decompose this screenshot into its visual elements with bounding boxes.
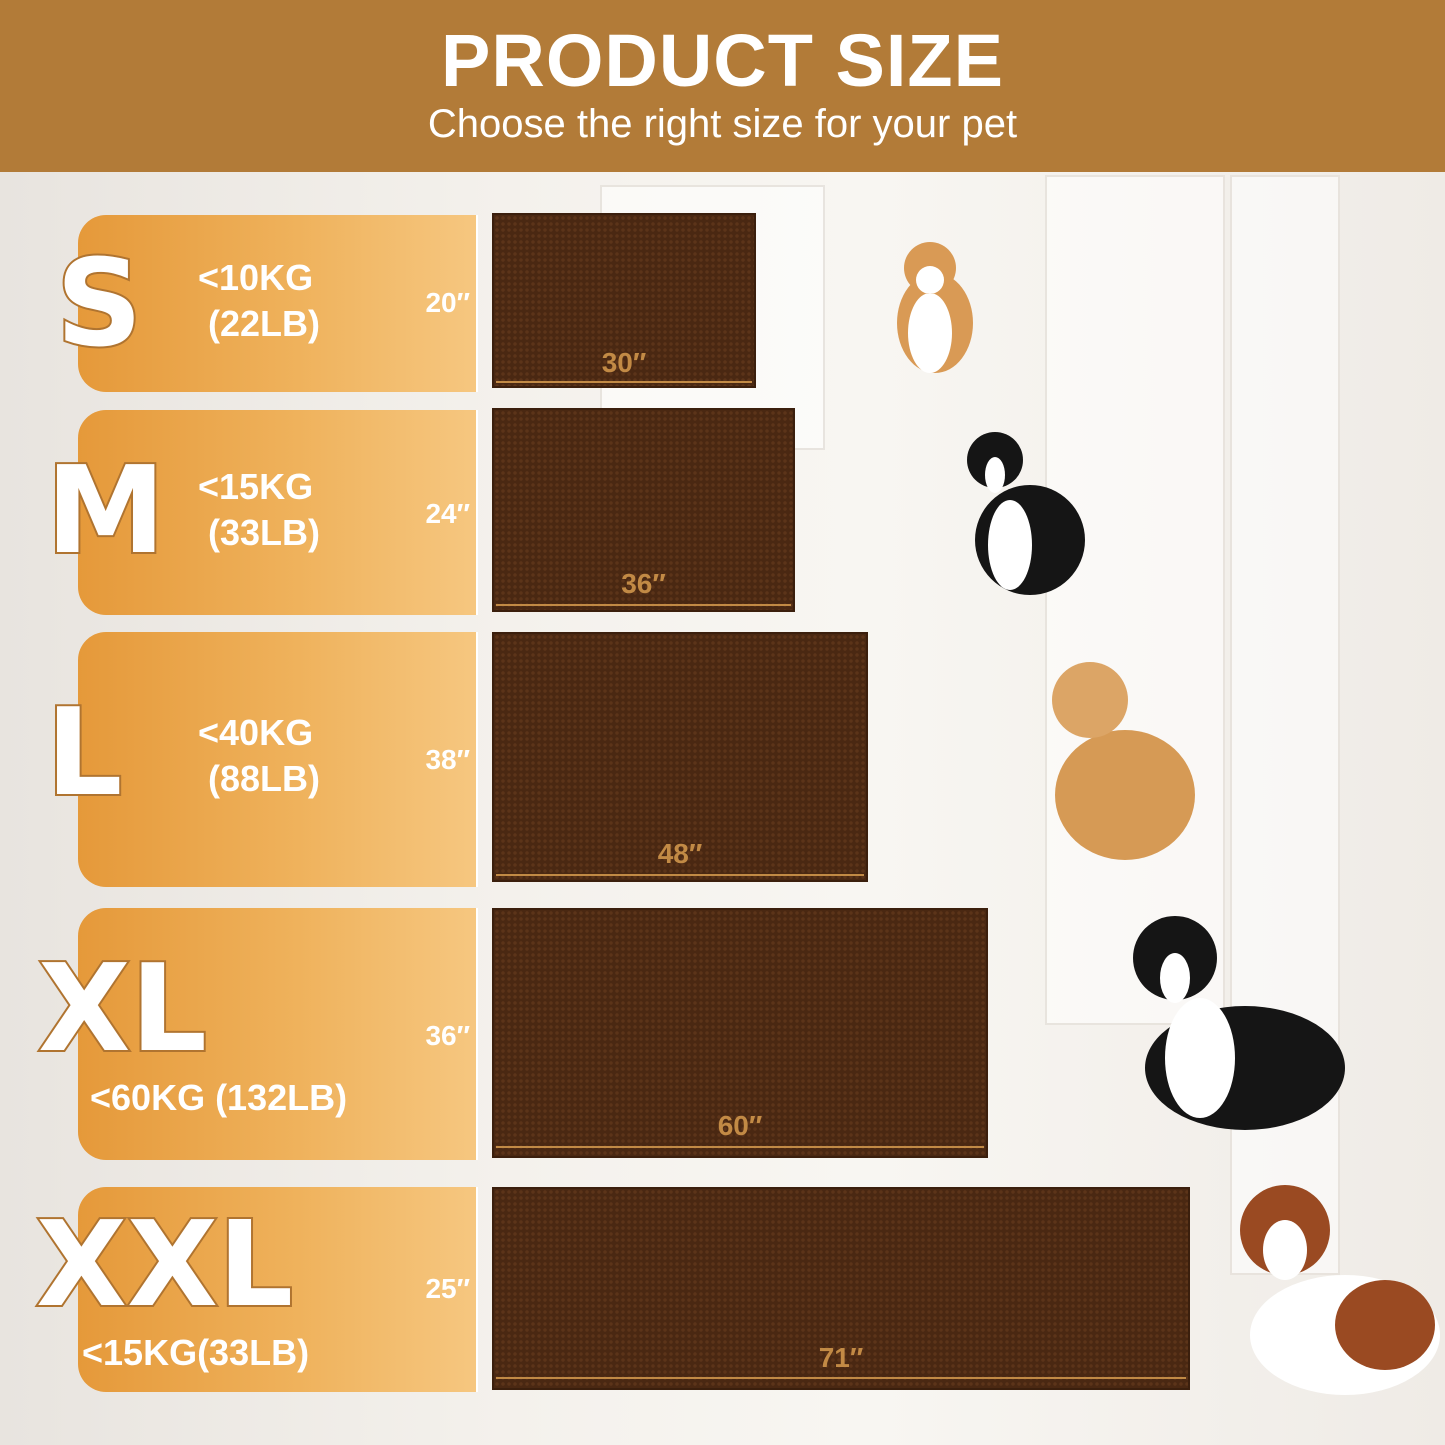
height-label: 24″ [425, 498, 470, 529]
weight-kg: <15KG [198, 466, 314, 507]
size-panel-xl: XL <60KG (132LB) 36″ [36, 908, 478, 1160]
weight: <15KG(33LB) [82, 1332, 310, 1373]
weight-kg: <10KG [198, 257, 314, 298]
size-panel-s: S <10KG (22LB) 20″ [54, 215, 478, 392]
width-label: 36″ [621, 568, 666, 599]
width-arrow [496, 381, 752, 383]
weight-lb: (22LB) [208, 303, 321, 344]
width-label: 60″ [717, 1110, 763, 1141]
border-collie-icon [967, 432, 1085, 595]
height-label: 38″ [425, 744, 470, 775]
header-banner: PRODUCT SIZE Choose the right size for y… [0, 0, 1445, 172]
mat-m: 36″ [492, 408, 795, 612]
width-arrow [496, 604, 791, 606]
page-title: PRODUCT SIZE [441, 19, 1004, 102]
width-label: 71″ [818, 1342, 864, 1373]
bernese-mountain-dog-icon [1133, 916, 1345, 1130]
width-arrow [496, 874, 864, 876]
weight-kg: <40KG [198, 712, 314, 753]
size-label: XXL [34, 1195, 295, 1333]
corgi-icon [897, 242, 973, 373]
page-subtitle: Choose the right size for your pet [427, 102, 1018, 146]
saint-bernard-icon [1240, 1185, 1440, 1395]
width-arrow [496, 1146, 984, 1148]
height-label: 20″ [425, 287, 470, 318]
background-door [1045, 175, 1225, 1025]
height-label: 36″ [425, 1020, 470, 1051]
size-panel-m: M <15KG (33LB) 24″ [44, 410, 478, 615]
mat-xl: 60″ [492, 908, 988, 1158]
height-arrow [476, 1187, 478, 1392]
size-label: L [44, 684, 124, 823]
size-label: M [44, 442, 167, 581]
width-label: 30″ [601, 347, 647, 378]
size-label: S [54, 235, 144, 374]
golden-retriever-icon [1052, 662, 1195, 860]
weight-lb: (33LB) [208, 512, 321, 553]
size-panel-l: L <40KG (88LB) 38″ [44, 632, 478, 887]
width-label: 48″ [657, 838, 703, 869]
mat-l: 48″ [492, 632, 868, 882]
width-arrow [496, 1377, 1186, 1379]
height-arrow [476, 215, 478, 392]
mat-s: 30″ [492, 213, 756, 388]
height-arrow [476, 410, 478, 615]
height-arrow [476, 632, 478, 887]
weight-lb: (88LB) [208, 758, 321, 799]
size-panel-xxl: XXL <15KG(33LB) 25″ [34, 1187, 478, 1392]
height-arrow [476, 908, 478, 1160]
height-label: 25″ [425, 1273, 470, 1304]
mat-xxl: 71″ [492, 1187, 1190, 1390]
size-label: XL [36, 940, 209, 1079]
weight: <60KG (132LB) [90, 1077, 348, 1118]
